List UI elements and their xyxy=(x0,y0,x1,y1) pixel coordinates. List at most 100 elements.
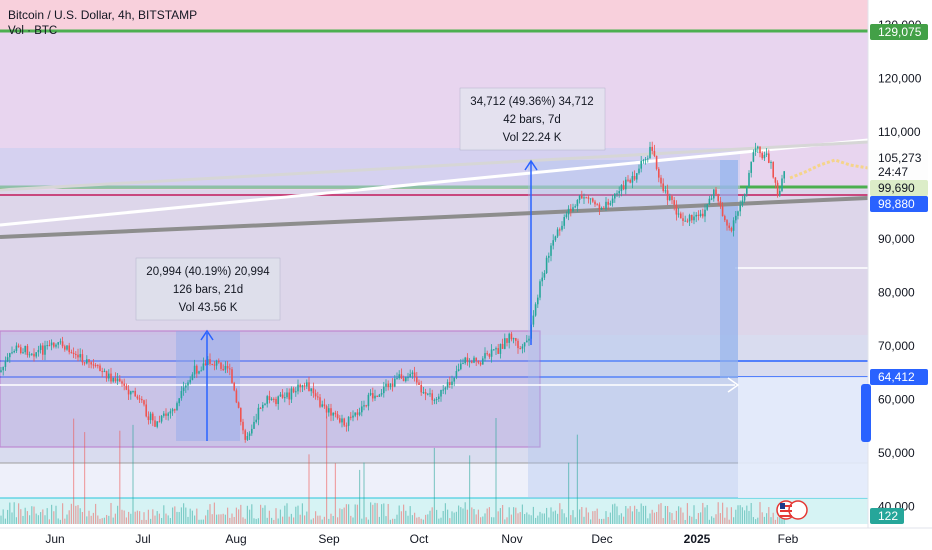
trendline-gray[interactable] xyxy=(0,196,869,239)
candle-body xyxy=(191,374,194,380)
price-axis[interactable] xyxy=(868,0,932,528)
volume-bar xyxy=(165,513,167,524)
candle-body xyxy=(64,346,66,350)
candle-body xyxy=(631,176,634,183)
volume-bar xyxy=(440,517,442,524)
volume-bar xyxy=(431,507,433,524)
candle-body xyxy=(200,370,202,372)
price-tick-label: 60,000 xyxy=(878,393,915,407)
badge-low-level[interactable]: 64,412 xyxy=(870,369,928,385)
volume-bar xyxy=(411,515,413,524)
candle-body xyxy=(220,362,222,369)
candle-body xyxy=(24,345,26,353)
volume-bar xyxy=(75,505,77,524)
candle-body xyxy=(741,200,744,206)
badge-volume[interactable]: 122 xyxy=(870,508,904,524)
volume-bar xyxy=(304,515,306,524)
volume-bar xyxy=(275,508,277,524)
volume-bar xyxy=(772,512,774,524)
volume-bar xyxy=(108,515,110,524)
candle-body xyxy=(647,158,649,160)
candle-body xyxy=(523,342,526,347)
time-axis[interactable] xyxy=(0,528,932,550)
volume-bar xyxy=(631,511,633,524)
candle-body xyxy=(248,433,251,437)
candle-body xyxy=(134,390,136,397)
candle-body xyxy=(237,402,240,408)
candle-body xyxy=(20,347,22,354)
candle-body xyxy=(655,155,658,169)
candle-body xyxy=(336,414,339,419)
volume-indicator-label[interactable]: Vol · BTC xyxy=(8,25,58,37)
volume-bar xyxy=(308,454,310,524)
candle-body xyxy=(288,392,290,400)
volume-bar xyxy=(526,512,528,524)
measure-1-label[interactable]: 20,994 (40.19%) 20,994 126 bars, 21d Vol… xyxy=(135,257,281,321)
badge-last-price[interactable]: 105,273 24:47 xyxy=(870,150,928,180)
volume-bar xyxy=(548,517,550,524)
volume-bar xyxy=(774,519,776,524)
candle-body xyxy=(757,146,759,149)
candle-body xyxy=(39,345,42,350)
volume-bar xyxy=(117,505,119,524)
candle-body xyxy=(746,186,748,194)
candle-body xyxy=(521,346,524,349)
badge-blue-level[interactable]: 98,880 xyxy=(870,196,928,212)
volume-bar xyxy=(46,508,48,524)
volume-bar xyxy=(332,515,334,524)
flag-icon[interactable] xyxy=(776,500,808,520)
volume-bar xyxy=(766,513,768,524)
volume-bar xyxy=(198,519,200,524)
candle-body xyxy=(715,189,717,195)
candle-body xyxy=(323,404,326,407)
candle-body xyxy=(165,413,167,416)
trendline-white[interactable] xyxy=(0,138,869,227)
candle-body xyxy=(79,354,81,358)
candle-body xyxy=(589,198,592,200)
volume-bar xyxy=(592,511,594,524)
candle-body xyxy=(319,397,321,407)
volume-bar xyxy=(310,519,312,524)
candle-body xyxy=(61,341,64,347)
candle-body xyxy=(559,229,561,231)
candle-body xyxy=(407,377,409,379)
measure-2-label[interactable]: 34,712 (49.36%) 34,712 42 bars, 7d Vol 2… xyxy=(459,87,606,151)
candle-body xyxy=(726,220,728,226)
forecast-box[interactable] xyxy=(720,160,738,378)
volume-bar xyxy=(730,507,732,524)
price-tick-label: 70,000 xyxy=(878,339,915,353)
symbol-title[interactable]: Bitcoin / U.S. Dollar, 4h, BITSTAMP xyxy=(8,8,198,22)
badge-green-level[interactable]: 99,690 xyxy=(870,180,928,196)
candle-body xyxy=(413,372,416,377)
candle-body xyxy=(77,354,79,358)
candle-body xyxy=(585,197,587,199)
volume-bar xyxy=(220,514,222,524)
candle-body xyxy=(4,361,7,367)
volume-bar xyxy=(675,510,677,524)
scroll-handle[interactable] xyxy=(861,384,871,442)
candle-body xyxy=(477,361,480,363)
candle-body xyxy=(724,216,726,221)
candle-body xyxy=(378,394,381,397)
trendline-silver[interactable] xyxy=(0,140,869,192)
candle-body xyxy=(449,382,451,386)
candle-body xyxy=(75,354,77,356)
badge-top-level[interactable]: 129,075 xyxy=(870,24,928,40)
candle-body xyxy=(563,216,565,226)
candle-body xyxy=(541,277,543,282)
candle-body xyxy=(576,199,579,207)
measure-1-box[interactable] xyxy=(176,331,240,441)
volume-bar xyxy=(504,519,506,524)
volume-bar xyxy=(321,519,323,524)
candle-body xyxy=(231,369,233,383)
volume-bar xyxy=(345,504,347,524)
candle-body xyxy=(691,214,693,221)
volume-bar xyxy=(178,512,180,524)
candle-body xyxy=(211,363,213,365)
candle-body xyxy=(495,348,497,350)
candle-body xyxy=(187,382,189,386)
volume-bar xyxy=(20,509,22,524)
volume-bar xyxy=(286,503,288,524)
range-box[interactable] xyxy=(0,330,541,448)
